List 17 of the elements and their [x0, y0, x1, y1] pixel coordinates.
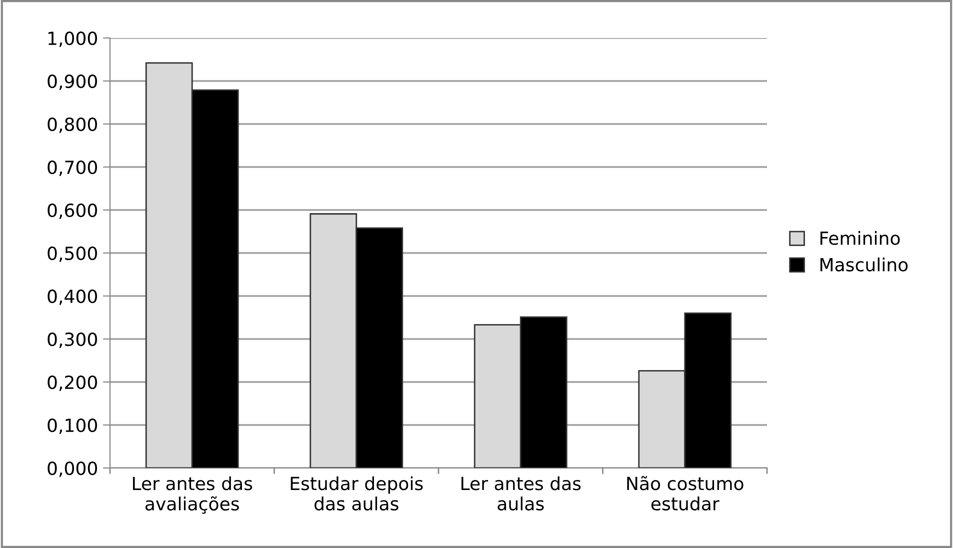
legend-label: Masculino: [820, 258, 908, 272]
y-tick-label: 0,600: [48, 203, 97, 219]
y-tick-label: 0,900: [48, 74, 97, 90]
legend-label: Feminino: [820, 231, 900, 245]
x-tick-label: Não costumo estudar: [627, 476, 744, 511]
y-tick-label: 0,800: [48, 117, 97, 133]
y-tick-label: 0,200: [48, 375, 97, 391]
y-tick-label: 0,700: [48, 160, 97, 176]
x-tick-label: Ler antes das aulas: [462, 476, 581, 511]
x-tick-label: Ler antes das avaliações: [133, 476, 252, 514]
y-tick-label: 1,000: [48, 31, 97, 47]
y-tick-label: 0,000: [48, 461, 97, 477]
y-tick-label: 0,500: [48, 246, 97, 262]
x-tick-label: Estudar depois das aulas: [290, 476, 423, 511]
y-tick-label: 0,100: [48, 418, 97, 434]
y-tick-label: 0,300: [48, 332, 97, 348]
y-tick-label: 0,400: [48, 289, 97, 305]
